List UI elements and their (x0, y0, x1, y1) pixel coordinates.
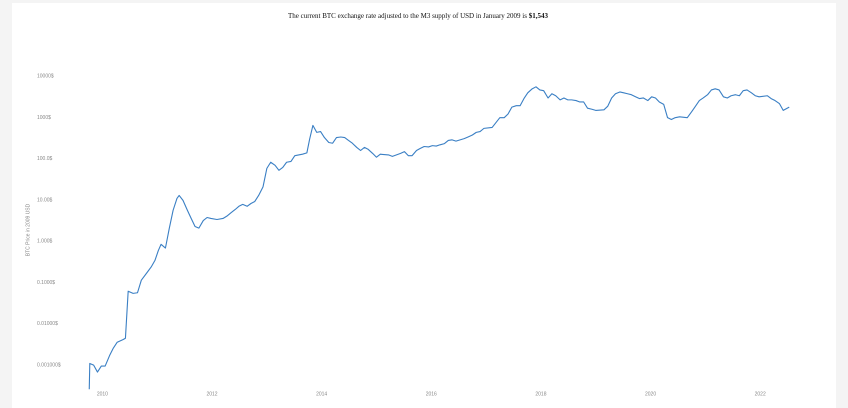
x-tick-label: 2014 (316, 391, 327, 397)
y-tick-label: 100.0$ (37, 156, 53, 162)
y-tick-label: 0.1000$ (37, 280, 55, 286)
x-tick-label: 2012 (206, 391, 217, 397)
chart-title: The current BTC exchange rate adjusted t… (288, 12, 548, 20)
x-tick-label: 2018 (535, 391, 546, 397)
title-text: The current BTC exchange rate adjusted t… (288, 12, 527, 20)
y-tick-label: 10000$ (37, 74, 54, 80)
y-tick-label: 10.00$ (37, 197, 53, 203)
y-tick-label: 0.001000$ (37, 362, 61, 368)
panel (12, 3, 836, 408)
x-tick-label: 2020 (645, 391, 656, 397)
y-axis-label: BTC Price in 2009 USD (25, 203, 31, 256)
x-tick-label: 2022 (755, 391, 766, 397)
data-line (88, 86, 790, 390)
y-tick-label: 1.000$ (37, 239, 53, 245)
y-tick-label: 1000$ (37, 115, 51, 121)
x-tick-label: 2016 (426, 391, 437, 397)
current-value: $1,543 (529, 12, 549, 20)
y-tick-label: 0.01000$ (37, 321, 58, 327)
x-tick-label: 2010 (97, 391, 108, 397)
